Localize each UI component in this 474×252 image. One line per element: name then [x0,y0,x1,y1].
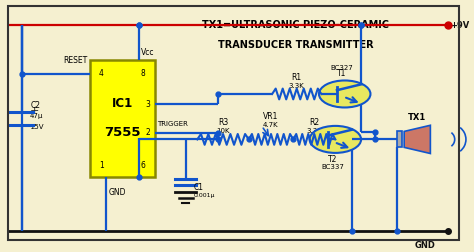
Bar [397,132,402,147]
Text: C2: C2 [30,101,40,110]
Text: RESET: RESET [63,56,87,65]
Text: 3: 3 [146,100,150,109]
Text: 4: 4 [99,69,104,78]
Bar [90,60,155,177]
Text: TX1: TX1 [408,113,427,122]
Circle shape [310,126,361,153]
Text: C1: C1 [194,183,204,192]
Text: 3.3K: 3.3K [289,83,305,89]
Text: GND: GND [109,188,126,198]
Text: BC327: BC327 [331,65,354,71]
Text: VR1: VR1 [264,112,279,121]
Text: 2: 2 [146,128,150,137]
Text: 4.7K: 4.7K [263,122,279,128]
Text: BC337: BC337 [321,164,344,170]
Text: 3.3K: 3.3K [306,128,322,134]
Text: +9V: +9V [450,21,469,30]
Text: 0.001μ: 0.001μ [194,193,216,198]
Text: +: + [30,106,39,116]
Text: GND: GND [415,241,436,250]
Text: 25V: 25V [30,124,44,130]
Text: TRANSDUCER TRANSMITTER: TRANSDUCER TRANSMITTER [218,40,374,50]
Text: 6: 6 [141,161,146,170]
Text: T1: T1 [337,69,347,78]
Polygon shape [404,125,430,153]
Text: R3: R3 [218,118,228,127]
Circle shape [319,80,371,108]
Text: TX1=ULTRASONIC PIEZO-CERAMIC: TX1=ULTRASONIC PIEZO-CERAMIC [202,20,389,30]
Text: R1: R1 [292,73,302,82]
Text: TRIGGER: TRIGGER [157,120,188,127]
Text: 1: 1 [99,161,104,170]
Text: IC1: IC1 [112,97,133,110]
Text: T2: T2 [328,155,337,164]
Text: 7555: 7555 [104,126,141,139]
Text: Vcc: Vcc [141,48,155,57]
Text: 10K: 10K [216,128,230,134]
Text: 47μ: 47μ [30,113,44,119]
Text: 8: 8 [141,69,146,78]
Text: R2: R2 [309,118,319,127]
